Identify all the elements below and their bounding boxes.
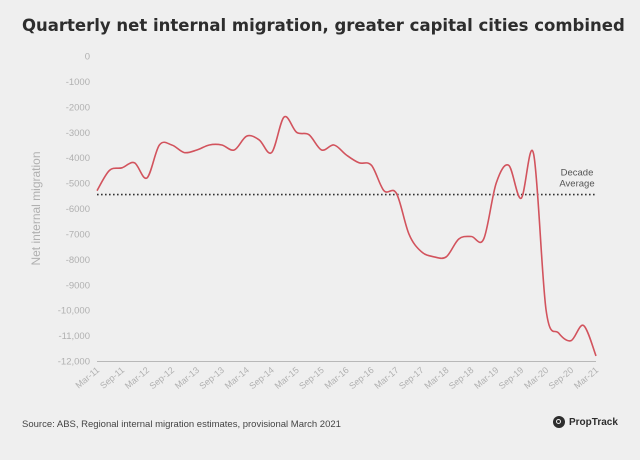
y-tick-label: -6000 xyxy=(66,204,90,215)
x-tick-label: Sep-16 xyxy=(347,365,376,391)
data-point xyxy=(557,332,559,334)
y-tick-label: -5000 xyxy=(66,179,90,190)
data-point xyxy=(96,190,98,192)
x-tick-label: Mar-13 xyxy=(173,365,201,391)
data-point xyxy=(508,164,510,166)
x-tick-label: Sep-17 xyxy=(397,365,426,391)
data-point xyxy=(358,162,360,164)
data-point xyxy=(383,190,385,192)
x-tick-label: Sep-13 xyxy=(197,365,226,391)
x-tick-label: Mar-21 xyxy=(572,365,600,391)
x-tick-label: Mar-14 xyxy=(223,365,251,391)
chart-title: Quarterly net internal migration, greate… xyxy=(22,16,625,35)
data-point xyxy=(158,144,160,146)
x-tick-label: Sep-12 xyxy=(147,365,176,391)
source-note: Source: ABS, Regional internal migration… xyxy=(22,419,341,430)
data-point xyxy=(582,324,584,326)
x-tick-label: Mar-16 xyxy=(323,365,351,391)
x-tick-label: Mar-12 xyxy=(123,365,151,391)
y-tick-label: -4000 xyxy=(66,153,90,164)
data-point xyxy=(246,135,248,137)
data-point xyxy=(545,309,547,311)
proptrack-logo-text: PropTrack xyxy=(569,416,618,428)
y-tick-label: -7000 xyxy=(66,229,90,240)
data-point xyxy=(532,153,534,155)
data-point xyxy=(595,355,597,357)
data-point xyxy=(345,154,347,156)
data-point xyxy=(295,131,297,133)
data-point xyxy=(495,182,497,184)
x-tick-label: Mar-17 xyxy=(372,365,400,391)
x-tick-label: Mar-15 xyxy=(273,365,301,391)
series-line xyxy=(96,115,597,357)
x-tick-label: Sep-20 xyxy=(547,365,576,391)
data-point xyxy=(146,177,148,179)
data-point xyxy=(270,151,272,153)
y-tick-label: -9000 xyxy=(66,280,90,291)
decade-average-label: Decade Average xyxy=(559,168,594,190)
x-tick-label: Mar-19 xyxy=(472,365,500,391)
data-point xyxy=(370,164,372,166)
x-tick-label: Sep-18 xyxy=(447,365,476,391)
proptrack-logo: PropTrack xyxy=(553,416,618,428)
data-point xyxy=(258,139,260,141)
y-tick-label: -1000 xyxy=(66,77,90,88)
data-point xyxy=(445,256,447,258)
x-tick-label: Mar-11 xyxy=(74,365,102,391)
y-tick-label: 0 xyxy=(85,52,90,63)
y-tick-label: -2000 xyxy=(66,102,90,113)
data-point xyxy=(108,169,110,171)
y-axis-label: Net internal migration xyxy=(29,151,43,265)
data-point xyxy=(458,238,460,240)
data-point xyxy=(470,235,472,237)
x-tick-label: Mar-18 xyxy=(422,365,450,391)
data-point xyxy=(283,116,285,118)
data-point xyxy=(208,144,210,146)
data-point xyxy=(183,151,185,153)
data-point xyxy=(221,144,223,146)
x-tick-label: Sep-15 xyxy=(297,365,326,391)
data-point xyxy=(308,134,310,136)
x-tick-label: Sep-19 xyxy=(497,365,526,391)
data-point xyxy=(483,238,485,240)
y-tick-label: -8000 xyxy=(66,255,90,266)
series-points xyxy=(96,116,597,357)
x-tick-label: Sep-14 xyxy=(247,365,276,391)
y-tick-label: -12,000 xyxy=(58,357,90,368)
data-point xyxy=(433,256,435,258)
x-tick-label: Mar-20 xyxy=(522,365,550,391)
x-axis-ticks: Mar-11Sep-11Mar-12Sep-12Mar-13Sep-13Mar-… xyxy=(74,365,601,391)
y-tick-label: -3000 xyxy=(66,128,90,139)
data-point xyxy=(171,144,173,146)
y-tick-label: -11,000 xyxy=(58,331,90,342)
data-point xyxy=(420,251,422,253)
data-point xyxy=(196,149,198,151)
data-point xyxy=(520,197,522,199)
data-point xyxy=(233,149,235,151)
data-point xyxy=(133,162,135,164)
data-point xyxy=(121,167,123,169)
data-point xyxy=(395,192,397,194)
x-tick-label: Sep-11 xyxy=(98,365,126,391)
data-point xyxy=(408,233,410,235)
y-axis-ticks: 0 -1000 -2000 -3000 -4000 -5000 -6000 -7000 -800… xyxy=(58,52,90,368)
data-point xyxy=(320,149,322,151)
data-point xyxy=(333,144,335,146)
proptrack-logo-icon xyxy=(553,416,565,428)
data-point xyxy=(570,340,572,342)
y-tick-label: -10,000 xyxy=(58,306,90,317)
